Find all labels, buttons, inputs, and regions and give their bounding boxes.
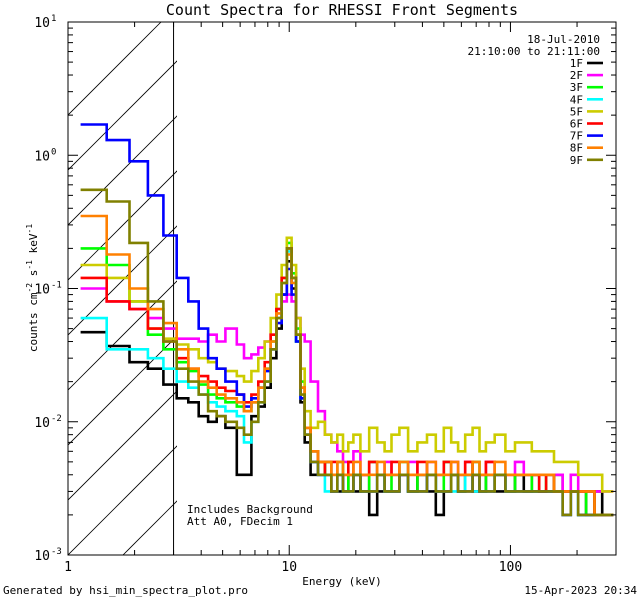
hatch-line (68, 22, 162, 116)
x-tick-label: 1 (64, 560, 72, 575)
y-label-exp-1: -2 (25, 283, 34, 293)
excluded-energy-hatch (68, 0, 640, 555)
hatch-line (122, 500, 177, 555)
hatch-line (398, 0, 640, 555)
legend-label-7F: 7F (570, 130, 583, 143)
hatch-line (68, 445, 177, 555)
hatch-line (68, 280, 177, 391)
y-tick-label: 10 (34, 149, 50, 164)
y-tick-label: 10 (34, 283, 50, 298)
y-label-kev: keV (27, 233, 40, 260)
hatch-line (618, 0, 640, 555)
y-tick-exponent: 0 (51, 147, 56, 157)
hatch-line (68, 170, 177, 281)
hatch-line (68, 390, 177, 501)
generated-by-text: Generated by hsi_min_spectra_plot.pro (3, 584, 248, 597)
series-2F (80, 287, 614, 493)
y-tick-exponent: -2 (51, 414, 62, 424)
hatch-line (343, 0, 640, 555)
legend-label-4F: 4F (570, 93, 583, 106)
y-tick-exponent: -3 (51, 547, 62, 557)
y-axis-label: counts cm-2 s-1 keV-1 (25, 224, 40, 352)
series-8F (80, 214, 614, 517)
hatch-line (453, 0, 640, 555)
y-label-exp-3: -1 (25, 224, 34, 234)
hatch-line (68, 335, 177, 446)
axis-ticks (67, 21, 617, 556)
y-tick-label: 10 (34, 549, 50, 564)
series-9F (80, 188, 614, 517)
y-tick-exponent: -1 (51, 281, 62, 291)
legend-date: 18-Jul-2010 (527, 33, 600, 46)
legend-time-range: 21:10:00 to 21:11:00 (468, 45, 600, 58)
series-1F (80, 260, 614, 517)
hatch-line (68, 60, 177, 171)
plot-timestamp: 15-Apr-2023 20:34 (524, 584, 637, 597)
x-tick-label: 100 (499, 560, 522, 575)
legend-label-8F: 8F (570, 142, 583, 155)
legend-label-6F: 6F (570, 118, 583, 131)
series-layer (80, 123, 614, 517)
series-5F (80, 236, 614, 493)
y-tick-label: 10 (34, 416, 50, 431)
legend-label-1F: 1F (570, 57, 583, 70)
annotation-background: Includes Background (187, 503, 313, 516)
series-7F (80, 123, 614, 517)
legend-label-3F: 3F (570, 81, 583, 94)
legend-label-2F: 2F (570, 69, 583, 82)
x-tick-label: 10 (281, 560, 297, 575)
hatch-line (68, 225, 177, 336)
y-tick-label: 10 (34, 16, 50, 31)
x-axis-label: Energy (keV) (302, 575, 381, 588)
y-tick-exponent: 1 (51, 14, 56, 24)
x-tick-labels: 1 10 100 (64, 560, 522, 575)
legend-label-9F: 9F (570, 154, 583, 167)
chart-title: Count Spectra for RHESSI Front Segments (166, 1, 518, 19)
annotation-attenuator: Att A0, FDecim 1 (187, 515, 293, 528)
y-label-exp-2: -1 (25, 260, 34, 270)
legend-label-5F: 5F (570, 105, 583, 118)
y-label-main: counts cm (27, 292, 40, 352)
y-label-s: s (27, 270, 40, 283)
